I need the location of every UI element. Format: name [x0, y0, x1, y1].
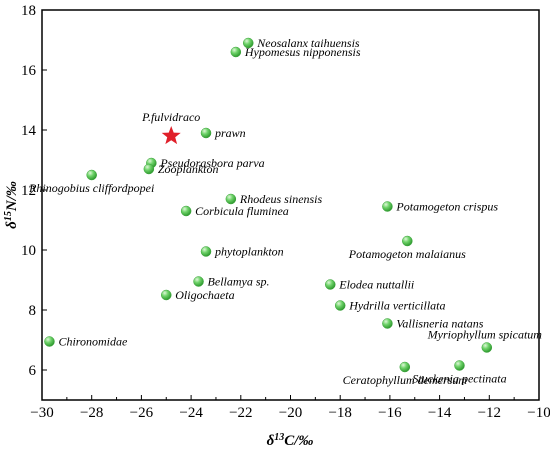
y-tick-label: 12 [21, 183, 36, 199]
data-point [86, 169, 97, 181]
point-label: Potamogeton crispus [395, 200, 498, 214]
point-label: Corbicula fluminea [195, 204, 289, 218]
point-label: Bellamya sp. [208, 275, 270, 289]
highlight-label: P.fulvidraco [141, 110, 200, 124]
y-tick-label: 10 [21, 243, 36, 259]
y-axis-title: δ15N/‰ [3, 181, 21, 229]
data-point [44, 336, 55, 347]
y-tick-label: 8 [29, 303, 37, 319]
y-tick-label: 14 [21, 123, 37, 139]
point-label: Hydrilla verticillata [348, 299, 445, 313]
point-label: Ceratophyllum demersum [343, 373, 468, 387]
data-point [180, 205, 192, 217]
x-tick-label: −12 [478, 405, 501, 421]
x-tick-label: −24 [179, 405, 203, 421]
point-label: Oligochaeta [175, 288, 234, 302]
point-label: Zooplankton [158, 162, 219, 176]
data-points [44, 37, 493, 373]
data-point [481, 342, 493, 353]
x-tick-label: −30 [30, 405, 53, 421]
x-tick-label: −10 [527, 405, 550, 421]
x-tick-label: −26 [130, 405, 154, 421]
point-label: Rhodeus sinensis [239, 192, 323, 206]
data-point [382, 318, 393, 329]
point-label: Elodea nuttallii [338, 278, 414, 292]
y-axis: 6 8 10 12 14 16 18 [21, 3, 47, 379]
x-tick-label: −16 [378, 405, 402, 421]
x-tick-label: −14 [428, 405, 452, 421]
x-tick-label: −18 [328, 405, 351, 421]
x-tick-label: −22 [229, 405, 252, 421]
data-point [200, 127, 212, 139]
point-label: Hypomesus nipponensis [244, 45, 361, 59]
data-point [399, 361, 411, 373]
point-label: Chironomidae [58, 335, 128, 349]
point-label: Vallisneria natans [396, 317, 483, 331]
data-point [334, 300, 346, 311]
point-label: Myriophyllum spicatum [427, 328, 543, 342]
x-tick-label: −28 [80, 405, 103, 421]
x-tick-label: −20 [279, 405, 302, 421]
data-point [402, 235, 413, 247]
point-label: Rhinogobius cliffordpopei [28, 181, 154, 195]
data-point [193, 276, 204, 287]
x-axis-title: δ13C/‰ [267, 432, 314, 450]
point-label: Pseudorasbora parva [159, 156, 264, 170]
data-point [143, 163, 155, 175]
y-tick-label: 6 [29, 363, 37, 379]
data-point [200, 246, 212, 257]
highlight-star [161, 126, 181, 145]
point-label: Stuckenia pectinata [412, 372, 506, 386]
data-point [161, 289, 172, 301]
data-point [382, 201, 393, 212]
data-point [225, 193, 237, 205]
data-point [243, 37, 254, 49]
data-point [325, 279, 336, 290]
y-tick-label: 18 [21, 3, 36, 19]
point-label: phytoplankton [214, 245, 284, 259]
data-point [230, 46, 242, 58]
x-axis: −30 −28 −26 −24 −22 −20 −18 −16 −14 −12 −10 [30, 395, 550, 421]
point-label: Potamogeton malaianus [348, 247, 466, 261]
y-tick-label: 16 [21, 63, 37, 79]
data-point [454, 360, 465, 371]
point-label: Neosalanx taihuensis [256, 36, 360, 50]
point-label: prawn [214, 126, 246, 140]
